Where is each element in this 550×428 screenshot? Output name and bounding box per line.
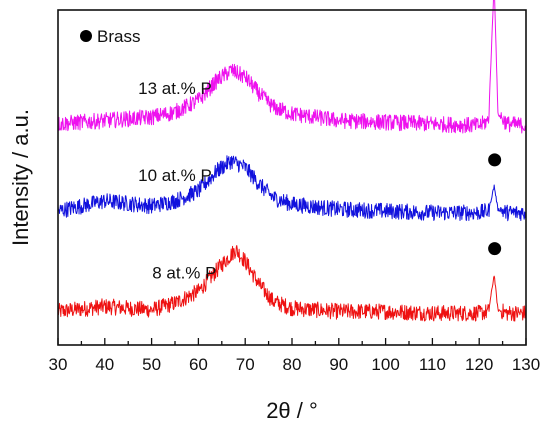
series-label: 10 at.% P <box>138 166 212 185</box>
x-tick-label: 100 <box>371 355 399 374</box>
x-tick-label: 30 <box>49 355 68 374</box>
series-label: 8 at.% P <box>152 263 216 282</box>
legend-label: Brass <box>97 27 140 46</box>
series-line <box>57 0 527 134</box>
series-labels: 8 at.% P 10 at.% P 13 at.% P <box>138 79 216 282</box>
y-axis-label: Intensity / a.u. <box>8 109 33 246</box>
brass-peak-markers <box>488 153 502 256</box>
x-tick-label: 120 <box>465 355 493 374</box>
legend-marker-icon <box>80 30 92 42</box>
x-tick-label: 130 <box>512 355 540 374</box>
x-tick-label: 80 <box>283 355 302 374</box>
series-line <box>57 245 527 322</box>
series-line <box>57 155 527 222</box>
x-tick-label: 50 <box>142 355 161 374</box>
x-tick-label: 70 <box>236 355 255 374</box>
x-tick-label: 60 <box>189 355 208 374</box>
brass-peak-marker-icon <box>488 153 502 167</box>
legend: Brass <box>80 27 140 46</box>
x-axis: 30 40 50 60 70 80 90 100 110 120 130 <box>49 338 540 374</box>
brass-peak-marker-icon <box>488 242 502 256</box>
plot-lines <box>57 0 527 322</box>
x-axis-label: 2θ / ° <box>266 398 318 423</box>
x-tick-label: 40 <box>95 355 114 374</box>
series-label: 13 at.% P <box>138 79 212 98</box>
plot-frame <box>57 9 527 346</box>
x-tick-label: 110 <box>419 355 446 374</box>
x-tick-label: 90 <box>329 355 348 374</box>
